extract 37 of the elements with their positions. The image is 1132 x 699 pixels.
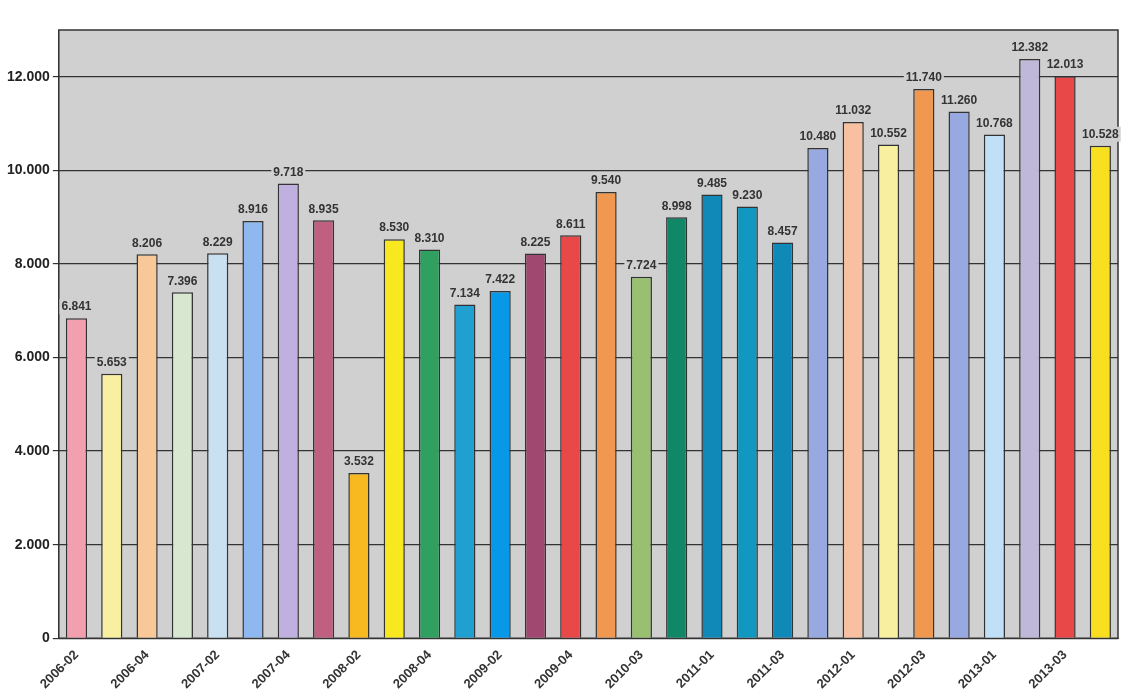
data-label: 6.841 xyxy=(61,299,92,314)
data-label: 11.260 xyxy=(941,92,978,107)
data-label: 9.540 xyxy=(591,173,622,188)
data-label: 9.718 xyxy=(273,164,304,179)
data-label: 8.935 xyxy=(308,201,339,216)
y-tick-label: 10.000 xyxy=(6,161,51,178)
data-label: 10.552 xyxy=(870,125,908,140)
data-label: 8.530 xyxy=(379,220,410,235)
y-tick-label: 2.000 xyxy=(14,535,51,552)
data-label: 12.382 xyxy=(1011,40,1049,55)
data-label: 11.032 xyxy=(835,103,872,118)
y-tick-label: 0 xyxy=(42,629,51,646)
data-label: 7.396 xyxy=(167,273,198,288)
data-label: 8.457 xyxy=(767,223,798,238)
data-label: 5.653 xyxy=(96,355,128,370)
y-tick-label: 6.000 xyxy=(14,348,51,365)
data-label: 8.916 xyxy=(237,202,269,217)
data-label: 8.229 xyxy=(202,234,234,249)
data-label: 10.768 xyxy=(976,115,1014,130)
data-label: 8.998 xyxy=(661,198,693,213)
data-label: 10.480 xyxy=(799,129,837,144)
data-label: 8.225 xyxy=(520,234,551,249)
y-tick-label: 4.000 xyxy=(14,441,51,458)
data-label: 8.206 xyxy=(132,235,163,250)
data-label: 8.611 xyxy=(556,216,586,231)
data-label: 3.532 xyxy=(343,454,375,469)
data-label: 11.740 xyxy=(905,70,943,85)
data-label: 7.724 xyxy=(626,258,657,273)
data-label: 12.013 xyxy=(1046,57,1084,72)
y-tick-label: 8.000 xyxy=(14,254,51,271)
data-label: 8.310 xyxy=(414,230,445,245)
y-tick-label: 12.000 xyxy=(6,67,51,84)
data-label: 10.528 xyxy=(1082,126,1120,141)
data-label: 9.485 xyxy=(696,175,728,190)
data-label: 7.422 xyxy=(485,272,516,287)
data-label: 9.230 xyxy=(732,187,763,202)
data-label: 7.134 xyxy=(449,285,481,300)
